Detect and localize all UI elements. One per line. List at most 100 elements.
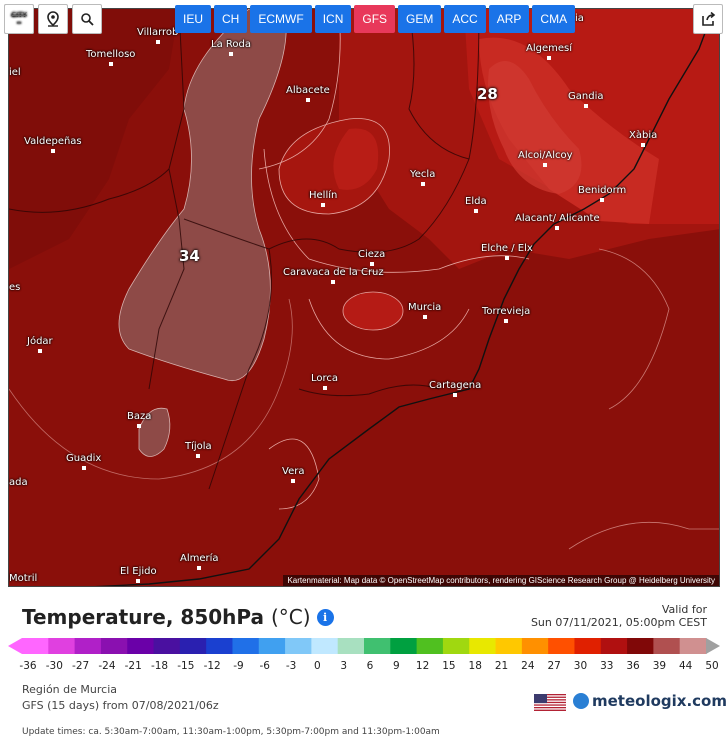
- city-label: Jódar: [27, 336, 53, 353]
- city-name: Murcia: [408, 302, 442, 313]
- region-name: Región de Murcia: [22, 683, 117, 696]
- city-marker: [453, 393, 458, 397]
- scale-segment: [548, 638, 576, 654]
- city-name: Tomelloso: [86, 49, 136, 60]
- city-marker: [547, 56, 551, 60]
- model-button-ecmwf[interactable]: ECMWF: [250, 5, 312, 33]
- city-label: Benidorm: [578, 185, 626, 202]
- scale-segment: [574, 638, 602, 654]
- share-button[interactable]: [693, 4, 723, 34]
- model-button-icn[interactable]: ICN: [314, 5, 352, 33]
- share-icon: [702, 11, 716, 26]
- city-marker: [197, 566, 202, 570]
- scale-tick-label: 24: [521, 660, 535, 672]
- scale-segment: [337, 638, 365, 654]
- contour-label-28: 28: [477, 85, 498, 103]
- scale-segment: [127, 638, 155, 654]
- scale-segment: [153, 638, 181, 654]
- city-marker: [196, 454, 201, 458]
- city-lines-icon: ═: [16, 19, 22, 27]
- city-name: Algemesí: [526, 43, 573, 54]
- legend-title-row: Temperature, 850hPa (°C) i: [22, 605, 334, 629]
- city-marker: [136, 579, 141, 583]
- locate-button[interactable]: [38, 4, 68, 34]
- city-name: Benidorm: [578, 185, 627, 196]
- scale-segment: [100, 638, 128, 654]
- city-label: Guadix: [66, 453, 101, 470]
- city-marker: [504, 256, 509, 260]
- city-name: Hellín: [309, 190, 338, 201]
- map-toolbar: ⟳ CITY ═: [4, 4, 102, 34]
- scale-arrow-left: [8, 638, 22, 654]
- scale-segment: [74, 638, 102, 654]
- valid-for-label: Valid for: [661, 603, 707, 616]
- city-name: Xàbia: [629, 130, 658, 141]
- weather-map[interactable]: 28 34 Villarrob La Roda Tomelloso iel Albace…: [8, 8, 720, 587]
- scale-tick-label: 6: [366, 660, 374, 672]
- city-name: Valdepeñas: [24, 136, 82, 147]
- city-marker: [543, 163, 548, 167]
- scale-tick-label: 50: [705, 660, 719, 672]
- scale-tick-label: -36: [19, 660, 37, 672]
- city-marker: [583, 104, 588, 108]
- city-label: Albacete: [286, 85, 330, 102]
- city-name: Cieza: [358, 249, 386, 260]
- update-times: Update times: ca. 5:30am-7:00am, 11:30am…: [22, 727, 440, 737]
- model-button-ch[interactable]: CH: [214, 5, 248, 33]
- city-label: Algemesí: [526, 43, 572, 60]
- city-name: La Roda: [211, 39, 251, 50]
- city-name: Motril: [9, 573, 38, 584]
- city-label: Elche / Elx: [481, 243, 533, 260]
- city-label: Yecla: [410, 169, 435, 186]
- city-label: Valdepeñas: [24, 136, 82, 153]
- map-background: [9, 9, 719, 586]
- map-attribution[interactable]: Kartenmaterial: Map data © OpenStreetMap…: [283, 575, 719, 586]
- model-button-acc[interactable]: ACC: [444, 5, 486, 33]
- city-label: Alcoi/Alcoy: [518, 150, 573, 167]
- city-name: Yecla: [410, 169, 436, 180]
- model-button-cma[interactable]: CMA: [532, 5, 576, 33]
- zoom-button[interactable]: [72, 4, 102, 34]
- scale-tick-label: -27: [72, 660, 90, 672]
- city-marker: [369, 262, 374, 266]
- info-icon[interactable]: i: [316, 608, 334, 626]
- scale-segment: [469, 638, 497, 654]
- city-name: Baza: [127, 411, 152, 422]
- legend-title-text: Temperature, 850hPa: [22, 605, 265, 629]
- city-name: Elche / Elx: [481, 243, 533, 254]
- city-name: Villarrob: [137, 27, 179, 38]
- model-button-ieu[interactable]: IEU: [175, 5, 212, 33]
- city-marker: [81, 466, 86, 470]
- valid-for-value: Sun 07/11/2021, 05:00pm CEST: [530, 616, 707, 629]
- city-name: El Ejido: [120, 566, 157, 577]
- model-run: GFS (15 days) from 07/08/2021/06z: [22, 699, 219, 712]
- city-marker: [37, 349, 42, 353]
- us-flag-icon[interactable]: [534, 694, 566, 711]
- city-marker: [555, 226, 560, 230]
- city-name: Vera: [282, 466, 305, 477]
- brand-logo[interactable]: meteologix.com: [573, 692, 727, 710]
- city-label: Xàbia: [629, 130, 657, 147]
- scale-tick-label: 3: [340, 660, 348, 672]
- model-button-arp[interactable]: ARP: [488, 5, 530, 33]
- model-button-gfs[interactable]: GFS: [354, 5, 396, 33]
- scale-tick-label: -15: [177, 660, 195, 672]
- city-label: Cieza: [358, 249, 385, 266]
- city-name: Almería: [180, 553, 219, 564]
- zoom-icon: [81, 13, 94, 26]
- city-name: Lorca: [311, 373, 339, 384]
- scale-segment: [521, 638, 549, 654]
- city-label: Almería: [180, 553, 219, 570]
- city-marker: [600, 198, 605, 202]
- city-marker: [641, 143, 646, 147]
- city-name: Cartagena: [429, 380, 482, 391]
- city-toggle-button[interactable]: CITY ═: [4, 4, 34, 34]
- city-name: Caravaca de la Cruz: [283, 267, 384, 278]
- model-button-gem[interactable]: GEM: [398, 5, 442, 33]
- scale-tick-label: 9: [392, 660, 400, 672]
- scale-tick-label: -9: [233, 660, 244, 672]
- city-marker: [50, 149, 55, 153]
- city-name: ada: [9, 477, 28, 488]
- scale-segment: [311, 638, 339, 654]
- scale-tick-label: 0: [314, 660, 321, 672]
